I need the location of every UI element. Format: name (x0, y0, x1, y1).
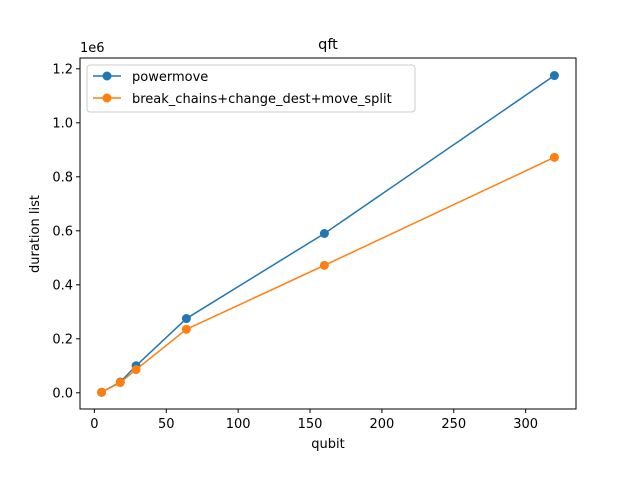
legend-box (86, 64, 416, 113)
data-point-break-chains (131, 365, 141, 375)
chart-title: qft (318, 37, 338, 53)
legend-label-break-chains: break_chains+change_dest+move_split (132, 92, 392, 107)
legend-entry-break-chains: break_chains+change_dest+move_split (93, 92, 392, 107)
data-point-break-chains (181, 324, 191, 334)
x-tick-label: 200 (369, 417, 394, 432)
y-tick-label: 0.2 (52, 332, 73, 347)
data-point-powermove (319, 229, 329, 238)
data-point-break-chains (549, 152, 559, 162)
y-tick-label: 0.0 (52, 386, 73, 401)
series-layer (97, 71, 559, 397)
legend: powermove break_chains+change_dest+move_… (86, 64, 416, 113)
y-axis-label: duration list (28, 195, 43, 273)
x-tick-label: 0 (90, 417, 98, 432)
data-point-break-chains (97, 387, 107, 397)
x-tick-label: 300 (513, 417, 538, 432)
legend-marker-break-chains (102, 93, 112, 103)
y-axis-scale-label: 1e6 (80, 41, 105, 56)
y-tick-label: 1.0 (52, 116, 73, 131)
y-axis-ticks: 0.0 0.2 0.4 0.6 0.8 1.0 1.2 (52, 62, 80, 401)
x-tick-label: 100 (226, 417, 251, 432)
data-point-powermove (549, 71, 559, 81)
y-tick-label: 1.2 (52, 62, 73, 77)
legend-entry-powermove: powermove (93, 70, 208, 85)
data-point-break-chains (115, 378, 125, 388)
data-point-break-chains (319, 260, 329, 270)
x-axis-label: qubit (311, 437, 344, 452)
legend-label-powermove: powermove (132, 70, 208, 85)
plot-area-frame (79, 57, 577, 410)
y-tick-label: 0.8 (52, 170, 73, 185)
x-tick-label: 250 (441, 417, 466, 432)
x-tick-label: 150 (298, 417, 323, 432)
x-axis-ticks: 0 50 100 150 200 250 300 (90, 409, 538, 432)
legend-marker-powermove (102, 71, 112, 81)
y-tick-label: 0.4 (52, 278, 73, 293)
x-tick-label: 50 (158, 417, 175, 432)
y-tick-label: 0.6 (52, 224, 73, 239)
data-point-powermove (181, 314, 191, 324)
